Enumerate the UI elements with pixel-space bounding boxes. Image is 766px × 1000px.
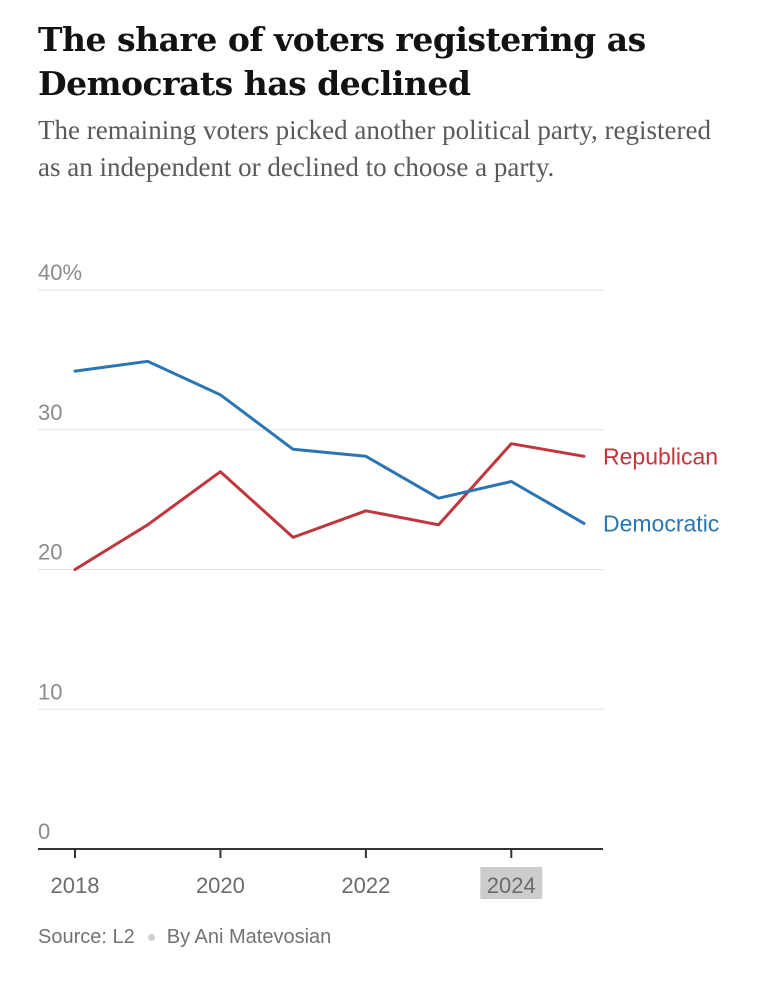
chart-title: The share of voters registering as Democ… bbox=[38, 20, 646, 103]
chart-footer: Source: L2 By Ani Matevosian bbox=[38, 926, 331, 949]
series-line-republican bbox=[73, 442, 586, 571]
y-tick-label: 30 bbox=[38, 400, 62, 425]
x-tick-label: 2018 bbox=[51, 873, 100, 898]
series-label-republican: Republican bbox=[603, 443, 718, 469]
y-tick-label: 40% bbox=[38, 260, 82, 285]
x-tick-highlight bbox=[480, 867, 543, 899]
y-tick-label: 20 bbox=[38, 540, 62, 565]
series-label-democratic: Democratic bbox=[603, 510, 719, 536]
y-tick-label: 10 bbox=[38, 679, 62, 704]
series-line-democratic bbox=[73, 359, 586, 525]
byline: By Ani Matevosian bbox=[166, 926, 332, 948]
x-tick-label: 2022 bbox=[341, 873, 390, 898]
y-tick-label: 0 bbox=[38, 819, 50, 844]
x-tick-label: 2020 bbox=[196, 873, 245, 898]
separator-dot bbox=[147, 934, 155, 941]
source-note: Source: L2 bbox=[38, 926, 135, 948]
chart-subtitle: The remaining voters picked another poli… bbox=[38, 115, 711, 182]
x-tick-label: 2024 bbox=[487, 873, 536, 898]
line-chart: 0 10 20 30 40% 2018 2020 2022 2024 Republican Demo… bbox=[38, 260, 719, 899]
